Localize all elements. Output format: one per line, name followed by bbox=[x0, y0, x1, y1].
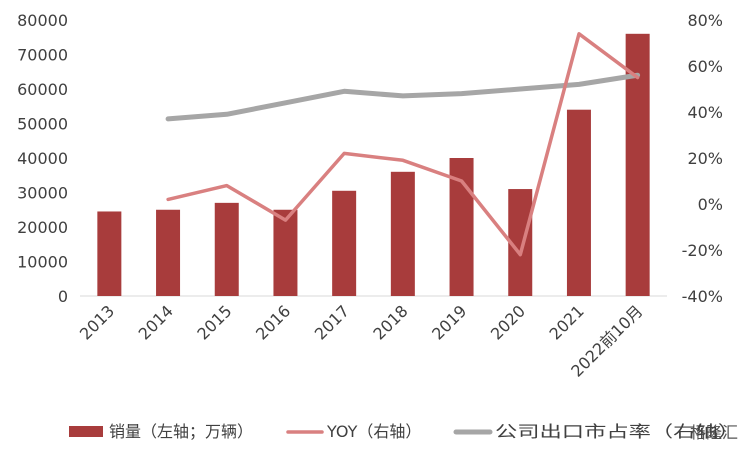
x-tick-label: 2021 bbox=[546, 301, 588, 343]
legend-label-sales: 销量（左轴；万辆） bbox=[109, 422, 253, 441]
sales-bar bbox=[390, 171, 415, 296]
x-tick-label: 2014 bbox=[135, 301, 177, 343]
x-axis-labels: 2013 2014 2015 2016 2017 2018 2019 2020 20212022… bbox=[76, 301, 647, 380]
left-tick-label: 20000 bbox=[17, 218, 68, 237]
legend: 销量（左轴；万辆） YOY（右轴） 公司出口市占率（右轴） bbox=[69, 422, 740, 441]
left-tick-label: 30000 bbox=[17, 184, 68, 203]
sales-bars bbox=[97, 33, 650, 297]
legend-swatch-sales bbox=[69, 426, 103, 437]
right-axis: -40% -20% 0% 20% 40% 60% 80% bbox=[682, 11, 723, 306]
right-tick-label: 80% bbox=[687, 11, 723, 30]
x-tick-label: 2017 bbox=[311, 301, 353, 343]
x-tick-label: 2016 bbox=[252, 301, 294, 343]
right-tick-label: 0% bbox=[698, 195, 723, 214]
right-tick-label: 60% bbox=[687, 57, 723, 76]
sales-bar bbox=[273, 209, 298, 296]
right-tick-label: -20% bbox=[682, 241, 723, 260]
sales-bar bbox=[97, 211, 122, 296]
left-tick-label: 70000 bbox=[17, 46, 68, 65]
right-tick-label: 20% bbox=[687, 149, 723, 168]
legend-label-yoy: YOY（右轴） bbox=[326, 422, 421, 441]
left-tick-label: 0 bbox=[58, 287, 68, 306]
left-tick-label: 80000 bbox=[17, 11, 68, 30]
market-share-line bbox=[165, 72, 641, 122]
right-tick-label: 40% bbox=[687, 103, 723, 122]
sales-bar bbox=[156, 209, 181, 296]
left-tick-label: 40000 bbox=[17, 149, 68, 168]
left-tick-label: 10000 bbox=[17, 253, 68, 272]
x-tick-label: 2018 bbox=[369, 301, 411, 343]
x-tick-label: 2019 bbox=[428, 301, 470, 343]
left-axis: 0 10000 20000 30000 40000 50000 60000 70000 8000… bbox=[17, 11, 68, 306]
x-tick-label: 2015 bbox=[193, 301, 235, 343]
right-tick-label: -40% bbox=[682, 287, 723, 306]
x-tick-label: 2013 bbox=[76, 301, 118, 343]
sales-bar bbox=[566, 109, 591, 296]
legend-label-share: 公司出口市占率（右轴） bbox=[495, 422, 740, 441]
left-tick-label: 50000 bbox=[17, 115, 68, 134]
sales-bar bbox=[214, 202, 239, 296]
yoy-line bbox=[166, 32, 640, 257]
sales-bar bbox=[332, 190, 357, 296]
x-tick-label: 2020 bbox=[487, 301, 529, 343]
watermark-text: 格隆汇 bbox=[690, 423, 738, 442]
left-tick-label: 60000 bbox=[17, 80, 68, 99]
